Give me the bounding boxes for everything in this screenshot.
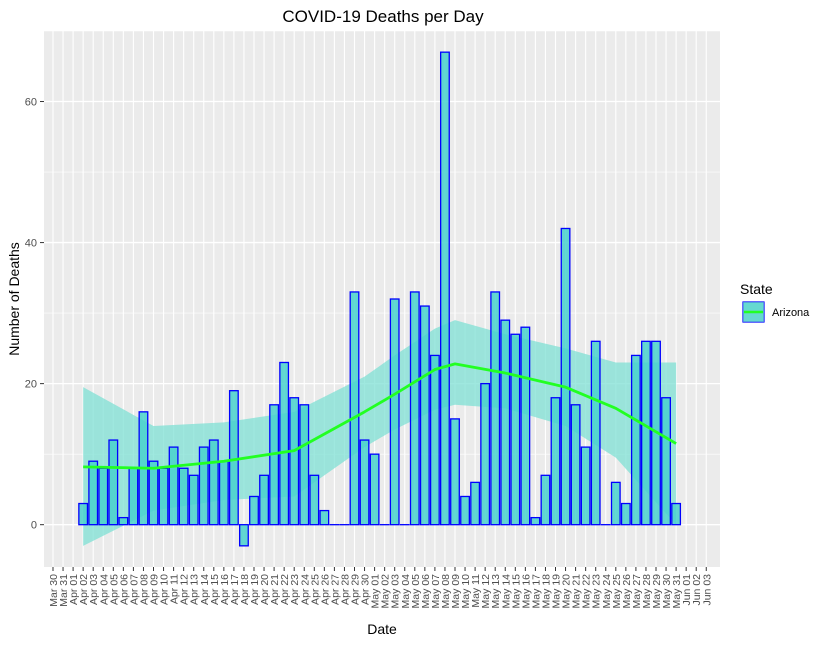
bar-may-07	[431, 355, 440, 524]
bar-may-03	[390, 299, 399, 525]
bar-may-12	[481, 384, 490, 525]
bar-apr-03	[89, 461, 98, 524]
bar-may-14	[501, 320, 510, 525]
bar-may-06	[421, 306, 430, 525]
bar-may-19	[551, 398, 560, 525]
bar-apr-16	[220, 461, 229, 524]
x-axis-label: Date	[367, 621, 397, 637]
y-tick-label: 20	[25, 379, 37, 391]
bar-apr-24	[300, 405, 309, 525]
bar-apr-11	[169, 447, 178, 525]
bar-may-10	[461, 496, 470, 524]
y-axis-label: Number of Deaths	[6, 242, 22, 356]
bar-may-21	[571, 405, 580, 525]
bar-may-31	[672, 504, 681, 525]
bar-apr-07	[129, 468, 138, 524]
bar-may-26	[622, 504, 631, 525]
bar-apr-25	[310, 475, 319, 524]
bar-apr-09	[149, 461, 158, 524]
bar-apr-14	[199, 447, 208, 525]
y-tick-label: 0	[31, 520, 37, 532]
bar-may-30	[662, 398, 671, 525]
bar-may-27	[632, 355, 641, 524]
bar-apr-04	[99, 468, 108, 524]
bar-may-22	[581, 447, 590, 525]
bar-apr-30	[360, 440, 369, 525]
bar-may-01	[370, 454, 379, 525]
bar-may-11	[471, 482, 480, 524]
bar-may-20	[561, 228, 570, 524]
bar-may-16	[521, 327, 530, 524]
bar-may-09	[451, 419, 460, 525]
bar-apr-17	[230, 391, 239, 525]
bar-may-18	[541, 475, 550, 524]
bar-apr-20	[260, 475, 269, 524]
chart-title: COVID-19 Deaths per Day	[282, 7, 484, 26]
x-tick-label: Jun 03	[701, 574, 713, 606]
bar-may-15	[511, 334, 520, 524]
bar-may-28	[642, 341, 651, 524]
bar-may-13	[491, 292, 500, 525]
bar-apr-29	[350, 292, 359, 525]
bar-apr-26	[320, 511, 329, 525]
bar-apr-10	[159, 468, 168, 524]
bar-may-25	[612, 482, 621, 524]
bar-may-08	[441, 52, 450, 525]
bar-apr-12	[179, 468, 188, 524]
y-tick-label: 40	[25, 238, 37, 250]
legend-entry-arizona: Arizona	[772, 307, 810, 319]
bar-apr-23	[290, 398, 299, 525]
bar-apr-18	[240, 525, 249, 546]
legend-title: State	[740, 281, 773, 297]
legend: State Arizona	[740, 281, 810, 322]
bar-apr-15	[210, 440, 219, 525]
bar-apr-13	[189, 475, 198, 524]
bar-apr-21	[270, 405, 279, 525]
bar-apr-19	[250, 496, 259, 524]
y-tick-label: 60	[25, 97, 37, 109]
bar-may-17	[531, 518, 540, 525]
bar-apr-05	[109, 440, 118, 525]
bar-may-05	[411, 292, 420, 525]
bar-apr-06	[119, 518, 128, 525]
bar-may-23	[591, 341, 600, 524]
bar-apr-22	[280, 362, 289, 524]
bar-apr-02	[79, 504, 88, 525]
